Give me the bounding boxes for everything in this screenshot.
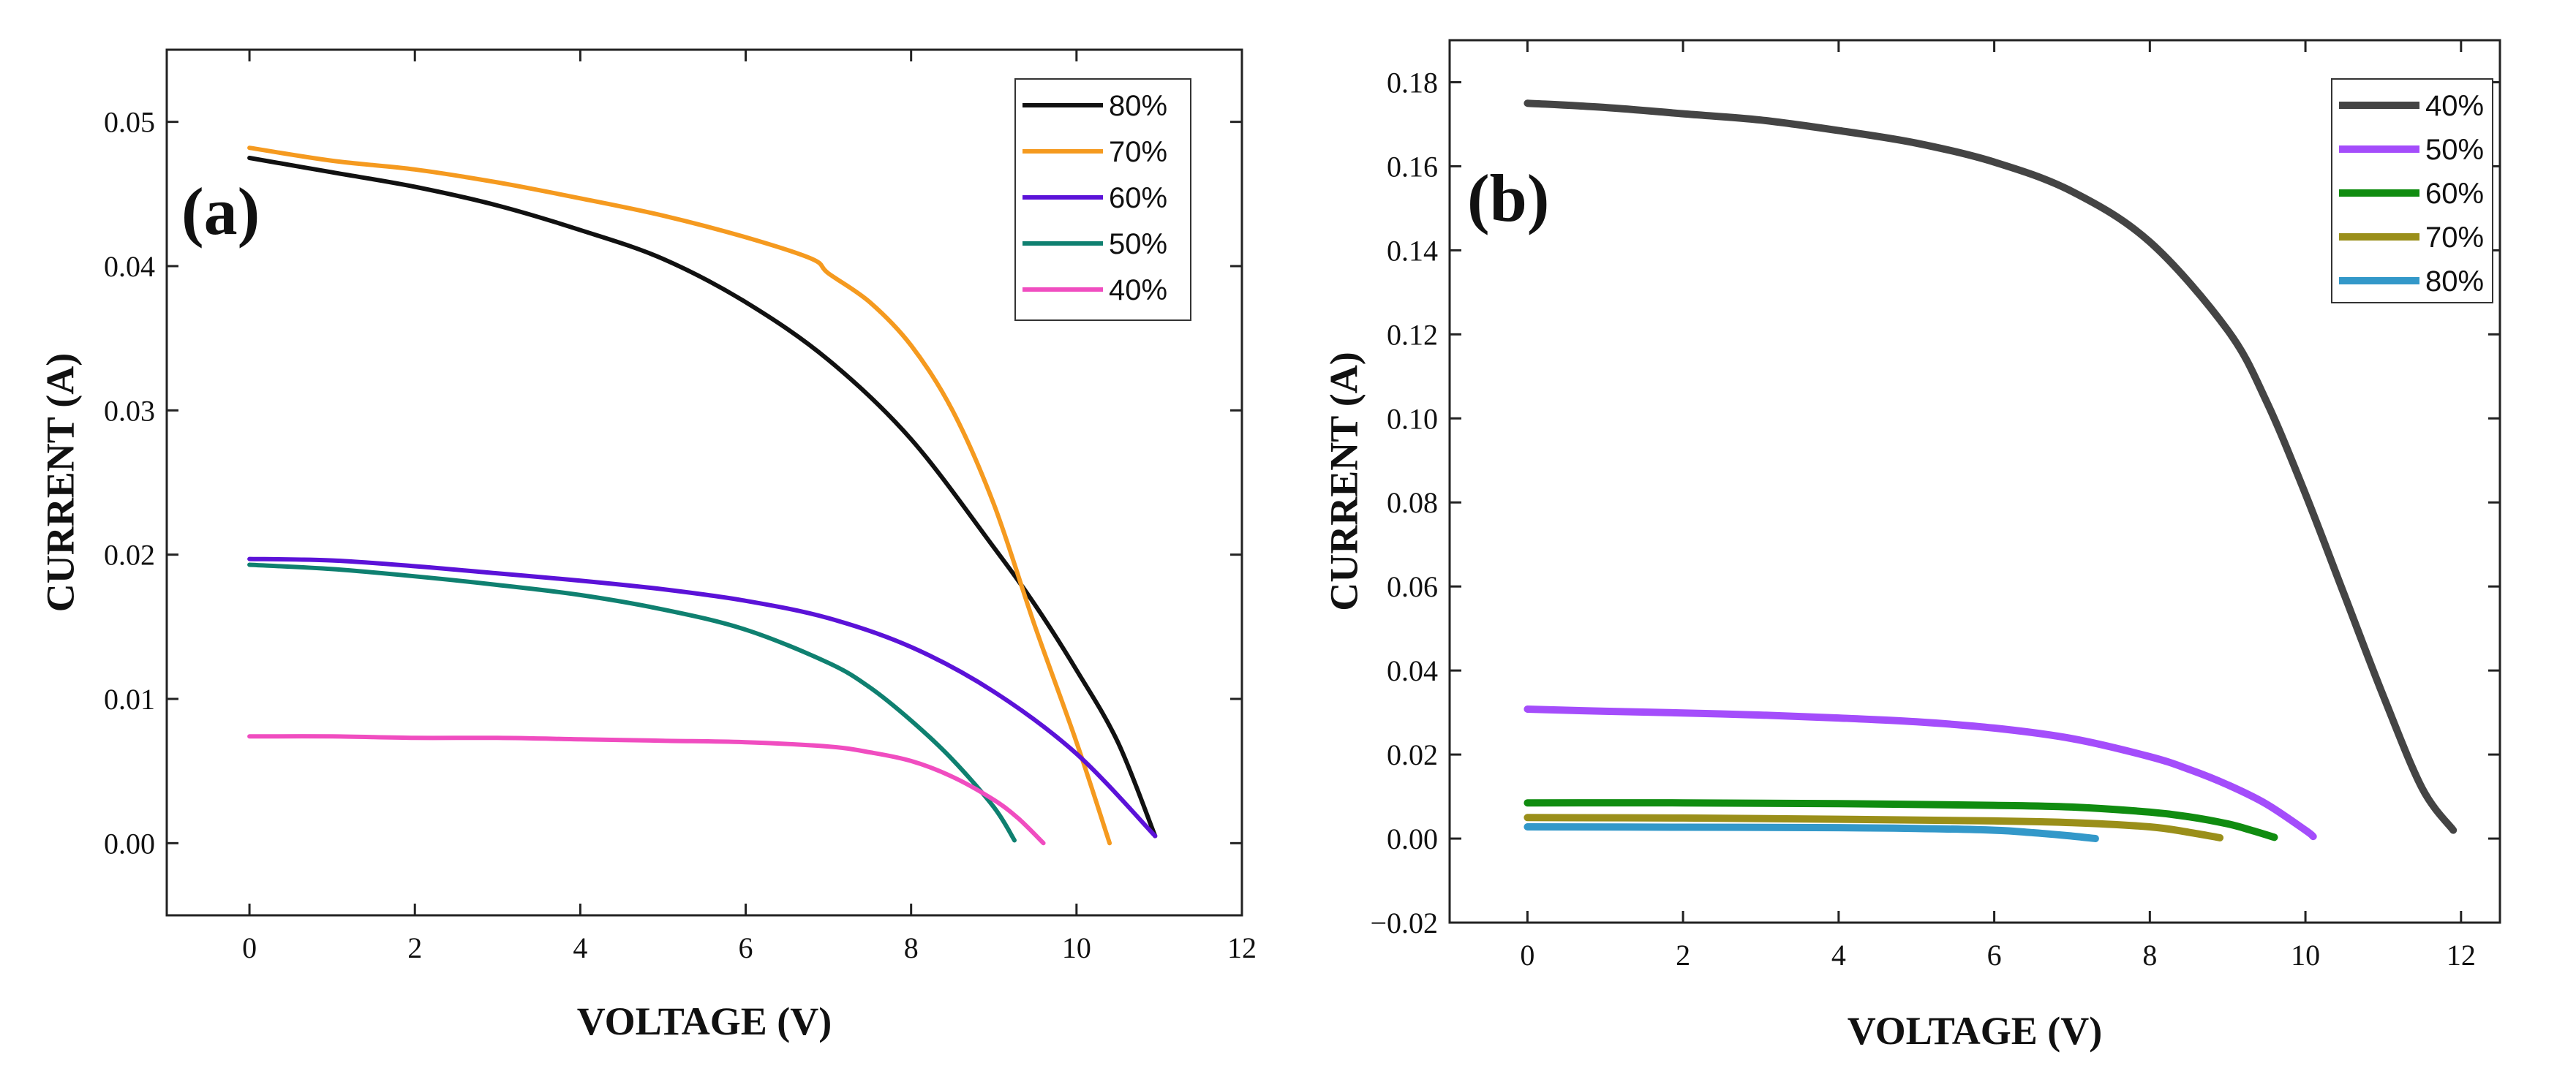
legend-entry: 70% <box>2425 222 2484 254</box>
legend-entry: 50% <box>1109 228 1167 260</box>
x-tick-label: 0 <box>242 931 257 964</box>
y-tick-label: 0.00 <box>104 827 155 860</box>
x-tick-label: 8 <box>904 931 919 964</box>
legend-entry: 80% <box>1109 90 1167 122</box>
y-ticks-a: 0.00 0.01 0.02 0.03 0.04 0.05 <box>104 106 1242 860</box>
panel-label-b: (b) <box>1467 161 1549 235</box>
y-tick-label: 0.01 <box>104 683 155 716</box>
y-ticks-b: −0.02 0.00 0.02 0.04 0.06 0.08 0.10 0.12 0.14 0.1… <box>1370 66 2500 939</box>
legend-b: 40% 50% 60% 70% 80% <box>2331 78 2493 303</box>
series-lines-a <box>247 145 1158 846</box>
x-tick-label: 12 <box>2447 939 2476 972</box>
series-line-80pct <box>247 156 1158 839</box>
x-tick-label: 2 <box>407 931 422 964</box>
legend-entry: 80% <box>2425 265 2484 298</box>
series-line-60pct <box>247 556 1158 839</box>
legend-entry: 40% <box>2425 90 2484 122</box>
y-tick-label: 0.12 <box>1387 318 1438 351</box>
legend-entry: 40% <box>1109 274 1167 306</box>
chart-panel-b: −0.02 0.00 0.02 0.04 0.06 0.08 0.10 0.12 0.14 0.1… <box>1322 39 2501 1053</box>
x-tick-label: 2 <box>1676 939 1690 972</box>
panel-label-a: (a) <box>181 174 260 249</box>
x-tick-label: 6 <box>739 931 753 964</box>
x-tick-label: 4 <box>573 931 587 964</box>
y-tick-label: 0.10 <box>1387 402 1438 435</box>
series-line-40pct <box>247 734 1046 846</box>
y-tick-label: 0.00 <box>1387 822 1438 855</box>
series-line-80pct <box>1524 823 2099 842</box>
series-line-70pct <box>1524 814 2224 841</box>
y-axis-label-a: CURRENT (A) <box>38 353 82 613</box>
series-line-70pct <box>247 145 1112 846</box>
plot-frame-b <box>1448 39 2501 924</box>
x-tick-label: 10 <box>1062 931 1091 964</box>
x-axis-label-b: VOLTAGE (V) <box>1848 1009 2102 1053</box>
y-tick-label: 0.04 <box>1387 654 1438 687</box>
x-tick-label: 12 <box>1227 931 1257 964</box>
legend-entry: 60% <box>1109 182 1167 214</box>
x-ticks-a: 0 2 4 6 8 10 12 <box>242 50 1257 964</box>
y-tick-label: 0.03 <box>104 394 155 427</box>
legend-entry: 70% <box>1109 136 1167 168</box>
series-line-60pct <box>1524 799 2278 841</box>
chart-panel-a: 0.00 0.01 0.02 0.03 0.04 0.05 0 2 4 6 8 10 12 (a) V… <box>38 48 1257 1043</box>
series-line-50pct <box>247 562 1017 843</box>
y-axis-label-b: CURRENT (A) <box>1322 352 1366 611</box>
x-ticks-b: 0 2 4 6 8 10 12 <box>1520 40 2476 972</box>
legend-a: 80% 70% 60% 50% 40% <box>1014 78 1191 321</box>
plot-frame-a <box>165 48 1243 917</box>
y-tick-label: 0.18 <box>1387 66 1438 99</box>
y-tick-label: 0.05 <box>104 106 155 139</box>
y-tick-label: 0.02 <box>104 539 155 572</box>
y-tick-label: 0.14 <box>1387 234 1438 267</box>
legend-entry: 60% <box>2425 178 2484 210</box>
series-line-40pct <box>1524 99 2458 834</box>
y-tick-label: 0.16 <box>1387 150 1438 183</box>
x-tick-label: 10 <box>2291 939 2320 972</box>
y-tick-label: 0.02 <box>1387 738 1438 771</box>
x-tick-label: 8 <box>2142 939 2157 972</box>
x-tick-label: 0 <box>1520 939 1534 972</box>
y-tick-label: −0.02 <box>1370 907 1438 939</box>
series-line-50pct <box>1524 705 2317 841</box>
y-tick-label: 0.04 <box>104 250 155 283</box>
x-tick-label: 4 <box>1831 939 1846 972</box>
y-tick-label: 0.06 <box>1387 570 1438 603</box>
series-lines-b <box>1524 99 2458 842</box>
legend-entry: 50% <box>2425 134 2484 166</box>
x-axis-label-a: VOLTAGE (V) <box>577 999 832 1043</box>
y-tick-label: 0.08 <box>1387 486 1438 519</box>
x-tick-label: 6 <box>1987 939 2002 972</box>
